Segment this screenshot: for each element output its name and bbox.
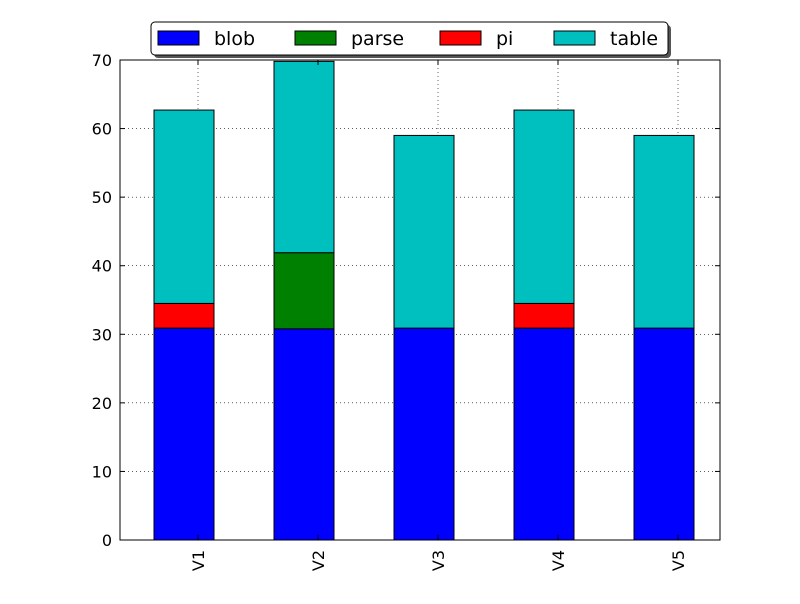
y-axis: 0 10 20 30 40 50 60 70	[92, 51, 720, 550]
bar-blob-V5	[633, 327, 695, 541]
x-axis: V1 V2 V3 V4 V5	[189, 60, 688, 571]
y-tick-label: 50	[92, 188, 112, 207]
bar-table-V3	[393, 134, 455, 329]
y-tick-label: 40	[92, 257, 112, 276]
legend-box	[150, 21, 669, 56]
y-tick-label: 30	[92, 325, 112, 344]
legend-label-blob: blob	[214, 28, 255, 50]
bar-pi-V1	[153, 302, 215, 329]
legend-swatch-parse	[294, 30, 337, 46]
bar-pi-V4	[513, 302, 575, 329]
bar-blob-V4	[513, 327, 575, 541]
plot-frame	[119, 59, 721, 541]
y-tick-label: 60	[92, 120, 112, 139]
legend-swatch-blob	[157, 30, 200, 46]
bar-table-V1	[153, 109, 215, 304]
legend-swatch-table	[553, 30, 596, 46]
bars-layer	[153, 60, 695, 541]
x-tick-label: V5	[669, 550, 688, 571]
legend-label-parse: parse	[351, 28, 404, 50]
y-tick-label: 0	[102, 531, 112, 550]
bar-blob-V1	[153, 327, 215, 541]
legend-label-pi: pi	[496, 28, 513, 50]
bar-blob-V2	[273, 328, 335, 541]
legend-label-table: table	[610, 28, 658, 50]
x-tick-label: V1	[189, 550, 208, 571]
y-tick-label: 10	[92, 462, 112, 481]
y-tick-label: 70	[92, 51, 112, 70]
x-tick-label: V4	[549, 550, 568, 571]
legend-swatch-pi	[439, 30, 482, 46]
legend: blob parse pi table	[150, 21, 671, 58]
bar-parse-V2	[273, 252, 335, 330]
x-tick-label: V3	[429, 550, 448, 571]
bar-table-V4	[513, 109, 575, 304]
bar-blob-V3	[393, 327, 455, 541]
bar-table-V5	[633, 134, 695, 329]
y-tick-label: 20	[92, 394, 112, 413]
x-tick-label: V2	[309, 550, 328, 571]
bar-table-V2	[273, 60, 335, 254]
